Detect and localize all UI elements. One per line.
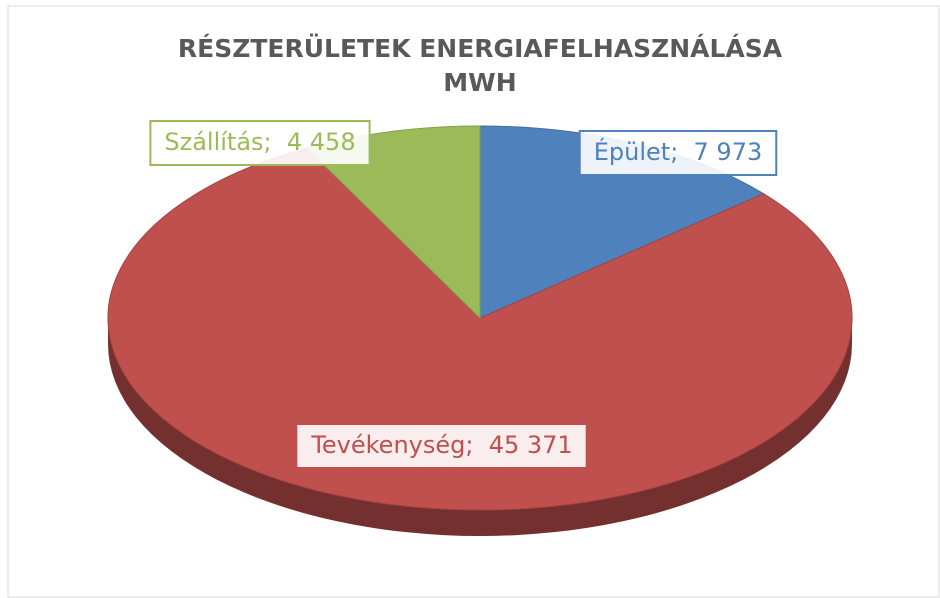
data-label-separator: ; <box>670 138 693 166</box>
data-label-value: 45 371 <box>489 431 573 459</box>
data-label-category: Tevékenység <box>310 431 465 459</box>
data-label: Szállítás; 4 458 <box>164 128 355 156</box>
data-label-value: 4 458 <box>287 128 356 156</box>
data-label-box <box>149 120 371 166</box>
data-label-value: 7 973 <box>694 138 763 166</box>
data-label-separator: ; <box>465 431 488 459</box>
data-label-box <box>578 130 778 176</box>
data-label-category: Szállítás <box>164 128 263 156</box>
pie-slice <box>107 147 853 511</box>
chart-title: RÉSZTERÜLETEK ENERGIAFELHASZNÁLÁSA <box>178 33 783 63</box>
data-label: Épület; 7 973 <box>594 137 763 166</box>
data-label-box <box>295 423 588 469</box>
data-label-separator: ; <box>264 128 287 156</box>
chart-title: MWH <box>443 68 516 97</box>
data-label-category: Épület <box>594 137 670 166</box>
data-label: Tevékenység; 45 371 <box>310 431 572 459</box>
